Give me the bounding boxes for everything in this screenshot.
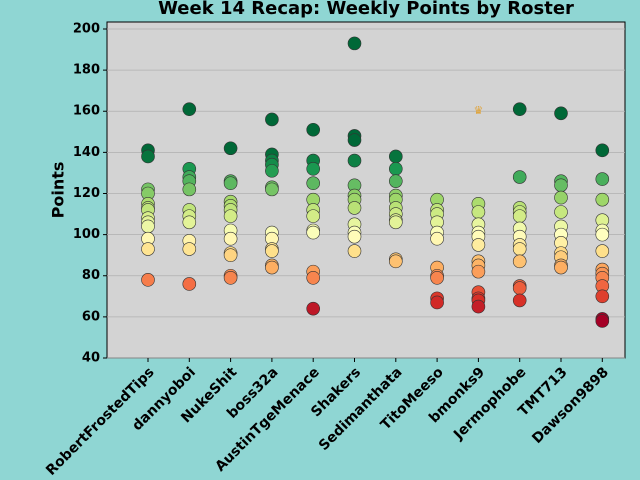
point <box>347 229 362 244</box>
point <box>388 149 403 164</box>
point <box>554 190 568 205</box>
point <box>182 102 197 116</box>
point <box>595 314 610 328</box>
point <box>595 192 610 207</box>
point <box>554 205 568 219</box>
point <box>265 260 279 275</box>
point <box>595 289 610 304</box>
point <box>306 176 321 191</box>
y-axis-label: Points <box>49 162 68 219</box>
point <box>306 162 321 176</box>
y-tick-label: 60 <box>82 309 100 324</box>
point <box>471 238 486 252</box>
point <box>306 301 321 316</box>
grid <box>107 28 625 359</box>
x-tick-label: Jermophobe <box>450 364 529 443</box>
point <box>512 102 527 116</box>
point <box>265 244 279 258</box>
point <box>182 182 197 197</box>
point <box>182 277 197 291</box>
point <box>223 141 238 156</box>
y-tick-label: 160 <box>73 104 100 119</box>
y-tick-label: 40 <box>82 351 100 366</box>
point <box>512 242 527 256</box>
point <box>347 36 362 51</box>
point <box>347 153 362 168</box>
point <box>595 172 610 186</box>
point <box>265 112 279 127</box>
point <box>265 182 279 197</box>
point <box>182 242 197 256</box>
y-tick-label: 140 <box>73 145 100 160</box>
point <box>388 254 403 269</box>
annotation: ♛ <box>473 104 483 117</box>
point <box>554 106 568 121</box>
y-tick-label: 200 <box>73 21 100 36</box>
point <box>512 293 527 308</box>
chart-title: Week 14 Recap: Weekly Points by Roster <box>158 0 574 19</box>
point <box>306 209 321 223</box>
point <box>223 271 238 285</box>
point <box>388 215 403 230</box>
point <box>595 143 610 158</box>
point <box>512 170 527 184</box>
point <box>141 149 155 164</box>
y-tick-label: 180 <box>73 63 100 78</box>
point <box>223 176 238 191</box>
point <box>306 122 321 137</box>
point <box>141 273 155 287</box>
y-tick-label: 100 <box>73 227 100 242</box>
point <box>512 254 527 269</box>
point <box>430 271 444 285</box>
y-tick-label: 120 <box>73 186 100 201</box>
x-tick-label: Dawson9898 <box>529 364 612 447</box>
marks <box>141 36 610 328</box>
point <box>306 225 321 240</box>
point <box>223 231 238 246</box>
point <box>554 260 568 275</box>
point <box>388 162 403 176</box>
point <box>430 231 444 246</box>
point <box>554 178 568 193</box>
y-tick-label: 80 <box>82 268 100 283</box>
point <box>471 264 486 279</box>
point <box>512 281 527 295</box>
point <box>223 209 238 223</box>
point <box>141 242 155 256</box>
point <box>182 215 197 230</box>
point <box>141 219 155 234</box>
point <box>347 201 362 215</box>
point <box>471 205 486 219</box>
point <box>595 244 610 258</box>
point <box>430 295 444 310</box>
point <box>388 174 403 188</box>
point <box>512 209 527 223</box>
point <box>223 248 238 262</box>
point <box>595 227 610 242</box>
point <box>347 133 362 147</box>
point <box>306 271 321 285</box>
point <box>471 299 486 314</box>
point <box>347 244 362 258</box>
point <box>265 164 279 178</box>
